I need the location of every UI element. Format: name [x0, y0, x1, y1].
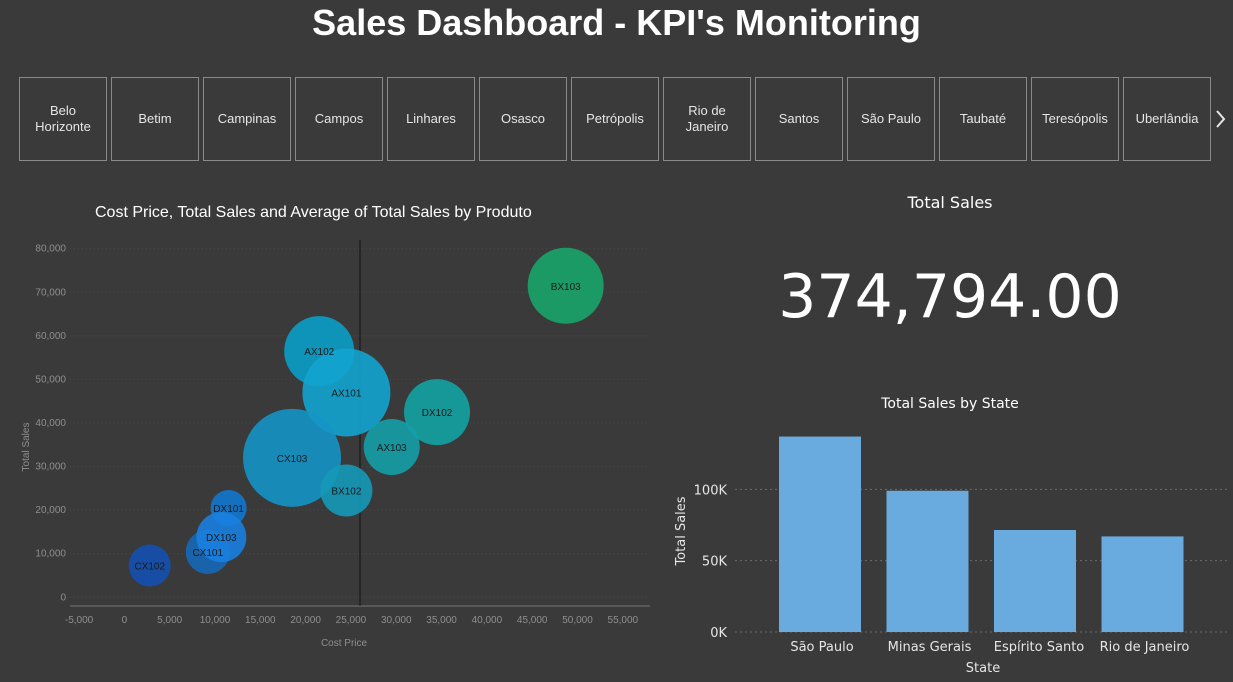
slicer-item[interactable]: Taubaté [939, 77, 1027, 161]
bubble-point [128, 544, 171, 587]
y-tick-label: 20,000 [35, 505, 66, 516]
bar-y-tick-label: 50K [702, 555, 728, 570]
x-tick-label: 40,000 [472, 615, 503, 626]
bubble-point [363, 418, 420, 475]
bubble-label: CX102 [134, 561, 165, 572]
bubble-label: CX103 [277, 454, 308, 465]
bar-chart-title: Total Sales by State [881, 396, 1019, 412]
chevron-right-icon[interactable] [1214, 104, 1228, 134]
bar-category-label: São Paulo [790, 640, 853, 655]
slicer-item[interactable]: Betim [111, 77, 199, 161]
x-tick-label: 5,000 [157, 615, 182, 626]
state-bar [779, 436, 861, 632]
bubble-label: BX102 [331, 487, 361, 498]
y-axis-title: Total Sales [21, 423, 32, 472]
bubble-label: DX102 [422, 408, 453, 419]
x-tick-label: -5,000 [65, 615, 94, 626]
slicer-item[interactable]: Rio de Janeiro [663, 77, 751, 161]
scatter-chart: 0 10,000 20,000 30,000 40,000 50,000 60,000 70,… [21, 240, 650, 649]
bubble-point [302, 348, 391, 437]
state-bar [886, 490, 969, 632]
slicer-item[interactable]: Campos [295, 77, 383, 161]
y-tick-label: 0 [60, 592, 66, 603]
bar-y-tick-label: 0K [710, 626, 727, 641]
bar-y-tick-label: 100K [694, 483, 728, 498]
y-tick-label: 10,000 [35, 549, 66, 560]
bubble-label: BX103 [551, 282, 581, 293]
x-tick-label: 25,000 [336, 615, 367, 626]
bubble-label: AX101 [331, 389, 361, 400]
x-tick-label: 20,000 [290, 615, 321, 626]
slicer-item[interactable]: São Paulo [847, 77, 935, 161]
slicer-item[interactable]: Petrópolis [571, 77, 659, 161]
total-sales-card-label: Total Sales [907, 193, 993, 212]
x-tick-label: 15,000 [245, 615, 276, 626]
x-tick-label: 55,000 [608, 615, 639, 626]
bar-y-axis-title: Total Sales [674, 496, 689, 566]
bar-category-label: Rio de Janeiro [1100, 640, 1190, 655]
dashboard-title: Sales Dashboard - KPI's Monitoring [312, 2, 921, 43]
x-tick-label: 35,000 [426, 615, 457, 626]
x-tick-label: 0 [122, 615, 128, 626]
bubble-point [243, 408, 342, 507]
total-sales-card-value: 374,794.00 [778, 262, 1122, 332]
bar-x-axis-title: State [966, 661, 1000, 676]
x-axis-title: Cost Price [321, 638, 368, 649]
slicer-item[interactable]: Osasco [479, 77, 567, 161]
bubble-label: DX103 [206, 533, 237, 544]
state-bar [1101, 536, 1184, 632]
bubble-point [527, 247, 604, 324]
x-tick-label: 50,000 [562, 615, 593, 626]
y-tick-label: 70,000 [35, 287, 66, 298]
slicer-item[interactable]: Belo Horizonte [19, 77, 107, 161]
bubble-label: AX102 [304, 347, 334, 358]
y-tick-label: 80,000 [35, 244, 66, 255]
slicer-item[interactable]: Santos [755, 77, 843, 161]
bubble-label: CX101 [192, 548, 223, 559]
slicer-item[interactable]: Teresópolis [1031, 77, 1119, 161]
bar-category-label: Minas Gerais [888, 640, 972, 655]
x-tick-label: 45,000 [517, 615, 548, 626]
slicer-item[interactable]: Campinas [203, 77, 291, 161]
x-tick-label: 30,000 [381, 615, 412, 626]
state-bar [994, 529, 1076, 632]
bubble-point [196, 512, 247, 563]
slicer-item[interactable]: Uberlândia [1123, 77, 1211, 161]
scatter-title: Cost Price, Total Sales and Average of T… [95, 204, 532, 221]
y-tick-label: 40,000 [35, 418, 66, 429]
x-tick-label: 10,000 [200, 615, 231, 626]
slicer-item[interactable]: Linhares [387, 77, 475, 161]
bar-category-label: Espírito Santo [994, 640, 1085, 655]
y-tick-label: 60,000 [35, 331, 66, 342]
bubble-point [320, 464, 373, 517]
bubble-point [404, 379, 471, 446]
bubble-label: AX103 [377, 443, 407, 454]
y-tick-label: 30,000 [35, 462, 66, 473]
bubble-label: DX101 [213, 504, 244, 515]
y-tick-label: 50,000 [35, 374, 66, 385]
